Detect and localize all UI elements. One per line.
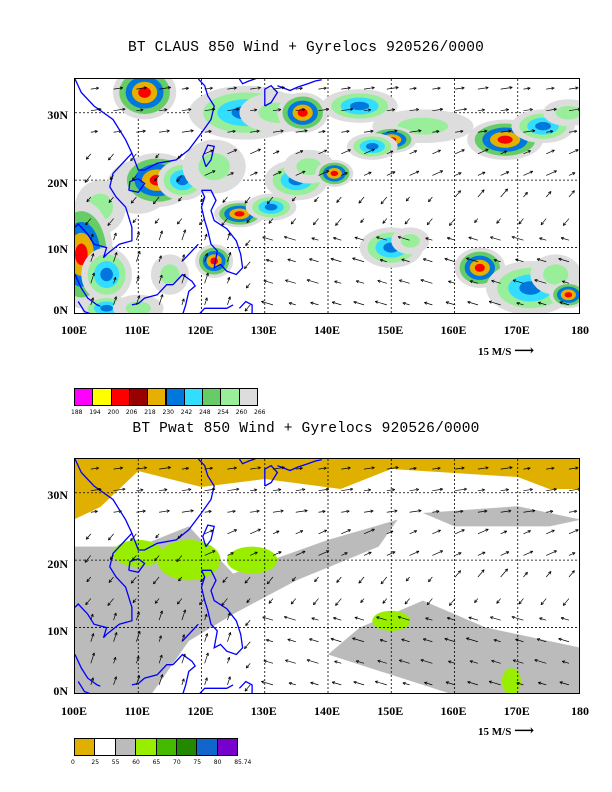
legend-swatch [114, 738, 137, 756]
legend-swatch [183, 388, 204, 406]
legend-label: 60 [132, 759, 140, 766]
legend-label: 242 [180, 409, 193, 416]
lon-label-120e: 120E [187, 704, 214, 718]
lon-label-100e: 100E [60, 323, 87, 337]
legend-label: 218 [144, 409, 156, 416]
lon-label-180: 180 [571, 704, 589, 718]
legend-label: 0 [71, 759, 75, 766]
lon-label-130e: 130E [250, 704, 277, 718]
lat-label-30n: 30N [47, 108, 68, 122]
lon-label-140e: 140E [313, 704, 340, 718]
map-panel-pwat [74, 458, 580, 694]
legend-swatch [128, 388, 149, 406]
lon-label-130e: 130E [250, 323, 277, 337]
coastline-group [75, 79, 322, 313]
legend-swatch [110, 388, 130, 406]
lat-label-20n: 20N [47, 176, 68, 190]
legend-swatch [196, 738, 218, 756]
map-panel-claus [74, 78, 580, 314]
legend-label: 254 [217, 409, 229, 416]
legend-label: 206 [125, 409, 138, 416]
legend-label: 25 [91, 759, 100, 766]
lat-label-0n: 0N [53, 303, 68, 317]
legend-swatch [74, 388, 94, 406]
legend-swatch [94, 738, 116, 756]
cloud-field [75, 79, 579, 313]
legend-swatch [147, 388, 167, 406]
lon-label-110e: 110E [124, 704, 150, 718]
legend-label: 194 [89, 409, 101, 416]
legend-label: 260 [235, 409, 248, 416]
lat-label-20n-p2: 20N [47, 557, 68, 571]
legend-label: 55 [111, 759, 120, 766]
legend-swatch [74, 738, 96, 756]
legend-swatch [165, 388, 185, 406]
wind-scale-panel-2: 15 M/S ⟶ [478, 724, 535, 739]
lon-label-180: 180 [571, 323, 589, 337]
lat-label-0n-p2: 0N [53, 684, 68, 698]
legend-label: 75 [193, 759, 202, 766]
lon-label-140e: 140E [313, 323, 340, 337]
legend-swatch [176, 738, 198, 756]
legend-label: 65 [152, 759, 161, 766]
legend-swatch [202, 388, 222, 406]
legend-label: 70 [173, 759, 181, 766]
lon-label-100e: 100E [60, 704, 87, 718]
lon-label-150e: 150E [377, 704, 404, 718]
wind-vectors [84, 466, 579, 692]
legend-swatch [135, 738, 157, 756]
claus-map-plot [75, 79, 579, 313]
panel-1-title: BT CLAUS 850 Wind + Gyrelocs 920526/0000 [127, 40, 485, 56]
legend-label: 85.74 [234, 759, 252, 766]
lon-label-150e: 150E [377, 323, 404, 337]
wind-scale-panel-1: 15 M/S ⟶ [478, 344, 535, 359]
lon-label-160e: 160E [440, 323, 467, 337]
legend-label: 266 [254, 409, 266, 416]
legend-label: 80 [213, 759, 222, 766]
wind-vectors [84, 86, 579, 312]
legend-swatch [220, 388, 240, 406]
lon-label-160e: 160E [440, 704, 467, 718]
lon-label-170e: 170E [503, 323, 530, 337]
pwat-map-plot [75, 459, 579, 693]
lat-label-10n-p2: 10N [47, 624, 68, 638]
pwat-field [75, 459, 579, 693]
legend-swatch [155, 738, 177, 756]
lon-label-120e: 120E [187, 323, 214, 337]
legend-label: 200 [107, 409, 120, 416]
lat-label-10n: 10N [47, 242, 68, 256]
legend-label: 188 [71, 409, 83, 416]
lon-label-170e: 170E [503, 704, 530, 718]
panel-2-title: BT Pwat 850 Wind + Gyrelocs 920526/0000 [132, 421, 480, 437]
lat-label-30n-p2: 30N [47, 488, 68, 502]
legend-label: 248 [199, 409, 211, 416]
legend-label: 230 [162, 409, 174, 416]
lon-label-110e: 110E [124, 323, 150, 337]
legend-swatch [238, 388, 258, 406]
coastline-group [75, 459, 322, 693]
legend-swatch [92, 388, 112, 406]
legend-swatch [216, 738, 239, 756]
